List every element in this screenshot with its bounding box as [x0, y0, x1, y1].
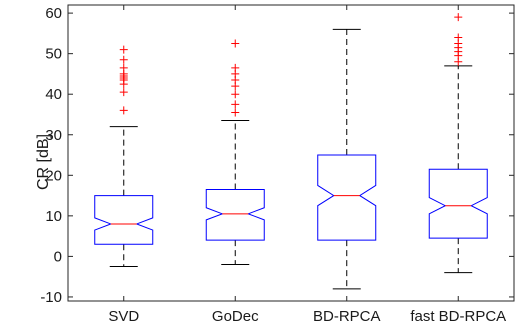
outlier-marker	[231, 100, 240, 109]
outlier-marker	[231, 39, 240, 48]
box-group	[317, 28, 377, 290]
outlier-marker	[231, 108, 240, 117]
outlier-marker	[454, 33, 463, 42]
y-tick-label: 60	[45, 5, 62, 22]
plot-frame	[67, 4, 515, 302]
y-tick-label: 20	[45, 167, 62, 184]
y-tick-label: 40	[45, 86, 62, 103]
y-tick-label: 10	[45, 208, 62, 225]
x-category-label: BD-RPCA	[313, 308, 381, 324]
box-group	[94, 45, 154, 268]
box-body	[205, 188, 265, 241]
y-tick-label: -10	[40, 289, 62, 306]
x-category-label: SVD	[108, 308, 139, 324]
outlier-marker	[231, 90, 240, 99]
outlier-marker	[119, 106, 128, 115]
axes-layer: -10 0 10 20 30 40 50 60 SVD GoDec BD-RPCA fast BD-R…	[40, 4, 515, 325]
outlier-marker	[231, 63, 240, 72]
boxes-layer	[94, 13, 488, 290]
box-body	[94, 195, 154, 245]
y-tick-label: 50	[45, 46, 62, 63]
outlier-marker	[119, 88, 128, 97]
box-group	[428, 13, 488, 274]
outlier-marker	[119, 63, 128, 72]
box-body	[317, 154, 377, 241]
box-group	[205, 39, 265, 266]
outlier-marker	[119, 55, 128, 64]
outlier-marker	[119, 45, 128, 54]
y-tick-label: 30	[45, 127, 62, 144]
y-tick-label: 0	[54, 248, 62, 265]
y-axis-label: CR [dB]	[35, 134, 52, 190]
x-category-label: GoDec	[212, 308, 259, 324]
box-body	[428, 168, 488, 239]
x-category-label: fast BD-RPCA	[410, 308, 506, 324]
outlier-marker	[454, 13, 463, 22]
